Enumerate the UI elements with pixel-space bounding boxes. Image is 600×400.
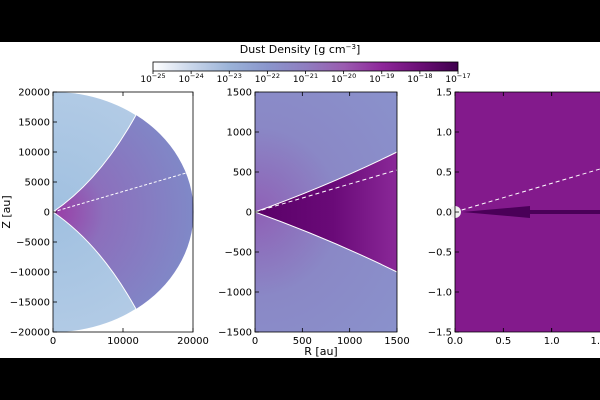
- x-tick-label: 1.0: [544, 336, 560, 347]
- x-tick-label: 1500: [384, 336, 409, 347]
- x-tick-label: 500: [293, 336, 312, 347]
- shared-xlabel: R [au]: [304, 345, 337, 358]
- panel-1-outflow-cone: [53, 115, 194, 309]
- y-tick-label: −1.5: [428, 328, 452, 339]
- y-tick-label: 10000: [18, 148, 50, 159]
- y-tick-label: 1.0: [436, 128, 452, 139]
- y-tick-label: 0: [44, 208, 50, 219]
- y-tick-label: 1500: [227, 88, 252, 99]
- panel-1-cavity-boundary-top: [52, 114, 137, 213]
- y-tick-label: 500: [233, 168, 252, 179]
- y-tick-label: −1.0: [428, 288, 452, 299]
- panel-1-cavity-boundary-bottom: [52, 211, 137, 310]
- panel-1: 0 10000 20000 20000 15000 10000 5000 0 −5000 −10…: [0, 88, 209, 348]
- x-tick-label: 0.5: [495, 336, 511, 347]
- panel-2-dashed-line: [254, 169, 398, 213]
- y-tick-label: −0.5: [428, 248, 452, 259]
- panel-1-ylabel: Z [au]: [0, 195, 13, 228]
- y-tick-label: 5000: [25, 178, 50, 189]
- x-tick-label: 1000: [337, 336, 362, 347]
- colorbar-tick-label: 10−25: [140, 72, 165, 85]
- y-tick-label: 0.5: [436, 168, 452, 179]
- colorbar-tick-label: 10−19: [369, 72, 394, 85]
- x-tick-label: 1.: [590, 336, 600, 347]
- panel-1-dashed-line: [52, 172, 187, 213]
- x-tick-label: 20000: [177, 336, 209, 347]
- x-tick-label: 0: [252, 336, 258, 347]
- colorbar-ticks: 10−25 10−24 10−23 10−22 10−21 10−20 10−19 10−18…: [140, 71, 471, 85]
- y-tick-label: −20000: [10, 328, 50, 339]
- colorbar: [152, 61, 459, 72]
- y-tick-label: 20000: [18, 88, 50, 99]
- y-tick-label: 1.5: [436, 88, 452, 99]
- panel-2-boundary-top: [254, 151, 398, 213]
- y-tick-label: 0.0: [436, 208, 452, 219]
- panel-3: 0.0 0.5 1.0 1. 1.5 1.0 0.5 0.0 −0.5 −1.0 −1.5: [428, 88, 600, 347]
- colorbar-tick-label: 10−20: [331, 72, 356, 85]
- panel-2-y-ticks: 1500 1000 500 0 −500 −1000 −1500: [218, 88, 259, 339]
- panel-2: 0 500 1000 1500 1500 1000 500 0 −500 −1000 −1500: [218, 88, 410, 348]
- y-tick-label: −10000: [10, 268, 50, 279]
- colorbar-title: Dust Density [g cm−3]: [240, 43, 360, 56]
- colorbar-tick-label: 10−21: [293, 72, 318, 85]
- y-tick-label: 1000: [227, 128, 252, 139]
- panel-3-y-ticks: 1.5 1.0 0.5 0.0 −0.5 −1.0 −1.5: [428, 88, 459, 339]
- panel-1-y-ticks: 20000 15000 10000 5000 0 −5000 −10000 −15000 −20…: [10, 88, 57, 339]
- y-tick-label: −15000: [10, 298, 50, 309]
- colorbar-tick-label: 10−22: [255, 72, 280, 85]
- panel-3-dashed-line: [454, 168, 600, 213]
- panel-2-x-ticks: 0 500 1000 1500: [252, 92, 410, 347]
- colorbar-tick-label: 10−24: [179, 72, 204, 85]
- panel-3-inner-disk: [462, 206, 530, 218]
- y-tick-label: 0: [246, 208, 252, 219]
- panel-3-x-ticks: 0.0 0.5 1.0 1.: [447, 92, 600, 347]
- x-tick-label: 0: [50, 336, 56, 347]
- panel-2-disk: [255, 152, 397, 272]
- y-tick-label: 15000: [18, 118, 50, 129]
- y-tick-label: −1500: [218, 328, 252, 339]
- colorbar-tick-label: 10−23: [217, 72, 242, 85]
- y-tick-label: −1000: [218, 288, 252, 299]
- panel-3-outer-disk: [530, 210, 600, 214]
- x-tick-label: 0.0: [447, 336, 463, 347]
- y-tick-label: −500: [225, 248, 252, 259]
- panel-1-x-ticks: 0 10000 20000: [50, 92, 209, 347]
- x-tick-label: 10000: [107, 336, 139, 347]
- panel-2-boundary-bottom: [254, 211, 398, 273]
- colorbar-tick-label: 10−17: [445, 72, 470, 85]
- y-tick-label: −5000: [16, 238, 50, 249]
- colorbar-tick-label: 10−18: [407, 72, 432, 85]
